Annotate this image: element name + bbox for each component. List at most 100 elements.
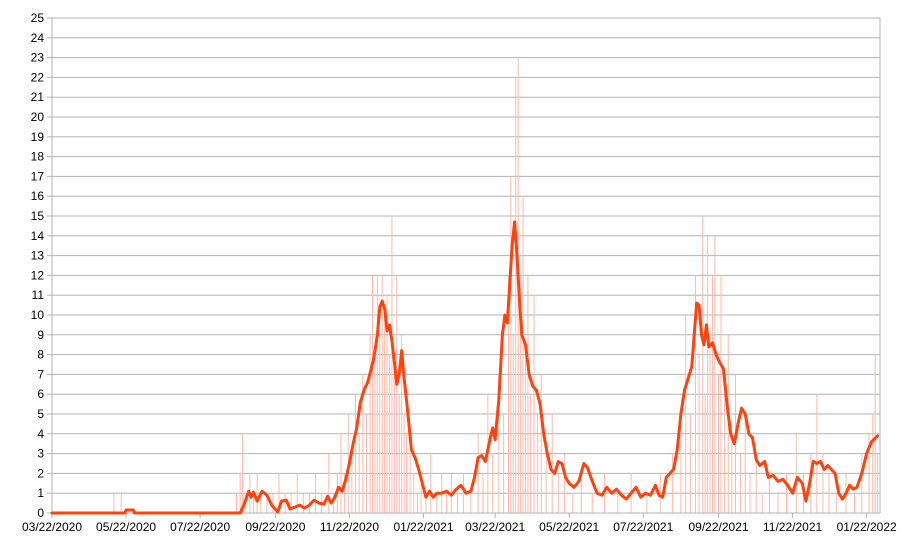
daily-bar [406, 433, 408, 513]
daily-bar [416, 493, 418, 513]
daily-bar [761, 493, 763, 513]
daily-bar [457, 493, 459, 513]
daily-bar [498, 374, 500, 513]
daily-bar [393, 374, 395, 513]
y-tick-label: 13 [31, 249, 45, 263]
y-tick-label: 2 [37, 466, 44, 480]
y-tick-label: 16 [31, 189, 45, 203]
daily-bar [260, 493, 262, 513]
daily-bar [749, 473, 751, 513]
daily-bar [379, 334, 381, 513]
daily-bar [537, 414, 539, 513]
daily-bar [835, 493, 837, 513]
x-tick-label: 09/22/2020 [245, 520, 305, 534]
daily-bar [739, 453, 741, 513]
y-tick-label: 1 [37, 486, 44, 500]
y-tick-label: 18 [31, 150, 45, 164]
daily-bar [828, 473, 830, 513]
daily-bar [340, 433, 342, 513]
y-tick-label: 23 [31, 51, 45, 65]
y-tick-label: 14 [31, 229, 45, 243]
daily-bar [685, 315, 687, 513]
daily-bar [698, 354, 700, 513]
daily-bar [239, 473, 241, 513]
daily-bar [707, 235, 709, 514]
daily-bar [365, 414, 367, 513]
daily-bar [744, 414, 746, 513]
daily-bar [396, 275, 398, 513]
daily-bar [398, 394, 400, 513]
daily-bar [296, 473, 298, 513]
daily-bar [492, 453, 494, 513]
daily-bar [533, 295, 535, 513]
daily-bar [795, 433, 797, 513]
daily-bar [266, 493, 268, 513]
daily-bar [272, 493, 274, 513]
daily-bar [376, 275, 378, 513]
daily-bar [646, 493, 648, 513]
daily-bar [236, 493, 238, 513]
daily-bar [425, 493, 427, 513]
daily-bar [694, 275, 696, 513]
daily-bar [344, 473, 346, 513]
axes [47, 17, 881, 518]
daily-bar [381, 275, 383, 513]
daily-bar [503, 414, 505, 513]
daily-bar [720, 275, 722, 513]
daily-bar [702, 216, 704, 513]
daily-bar [278, 473, 280, 513]
daily-bar [872, 414, 874, 513]
daily-bar [529, 394, 531, 513]
daily-bar [524, 354, 526, 513]
y-tick-label: 25 [31, 11, 45, 25]
daily-bar [507, 275, 509, 513]
x-tick-label: 07/22/2021 [613, 520, 673, 534]
daily-bar [446, 493, 448, 513]
daily-bar [409, 453, 411, 513]
y-tick-label: 6 [37, 387, 44, 401]
x-tick-label: 11/22/2020 [320, 520, 379, 534]
y-tick-label: 3 [37, 447, 44, 461]
x-tick-label: 01/22/2021 [393, 520, 453, 534]
daily-bar [718, 374, 720, 513]
daily-bar [522, 196, 524, 513]
daily-bar [314, 473, 316, 513]
daily-bar [290, 493, 292, 513]
daily-bar [389, 354, 391, 513]
daily-bar [731, 433, 733, 513]
daily-bar [413, 473, 415, 513]
daily-bar [374, 354, 376, 513]
daily-bar [512, 334, 514, 513]
daily-bar [659, 473, 661, 513]
daily-bar [680, 433, 682, 513]
daily-bar [355, 394, 357, 513]
daily-bar [704, 394, 706, 513]
daily-bar [515, 77, 517, 514]
y-tick-label: 4 [37, 427, 44, 441]
y-tick-label: 10 [31, 308, 45, 322]
daily-bar [769, 473, 771, 513]
daily-bar [711, 275, 713, 513]
daily-bar [256, 473, 258, 513]
daily-bar [816, 394, 818, 513]
daily-bar [113, 493, 115, 513]
daily-bar [372, 275, 374, 513]
moving-average-series [50, 220, 880, 515]
y-tick-label: 9 [37, 328, 44, 342]
moving-average-line [50, 220, 880, 515]
daily-bar [724, 394, 726, 513]
daily-bar [520, 275, 522, 513]
y-tick-label: 19 [31, 130, 45, 144]
x-tick-label: 03/22/2020 [22, 520, 82, 534]
daily-bar [477, 433, 479, 513]
x-tick-label: 11/22/2021 [763, 520, 822, 534]
daily-bar [358, 433, 360, 513]
daily-bar [436, 493, 438, 513]
daily-bar [386, 295, 388, 513]
y-tick-label: 21 [31, 90, 45, 104]
daily-bar [822, 453, 824, 513]
daily-bar [551, 414, 553, 513]
daily-bar [572, 493, 574, 513]
daily-bar [777, 493, 779, 513]
